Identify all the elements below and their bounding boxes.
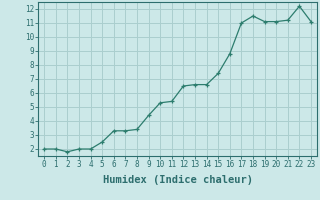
X-axis label: Humidex (Indice chaleur): Humidex (Indice chaleur) — [103, 175, 252, 185]
